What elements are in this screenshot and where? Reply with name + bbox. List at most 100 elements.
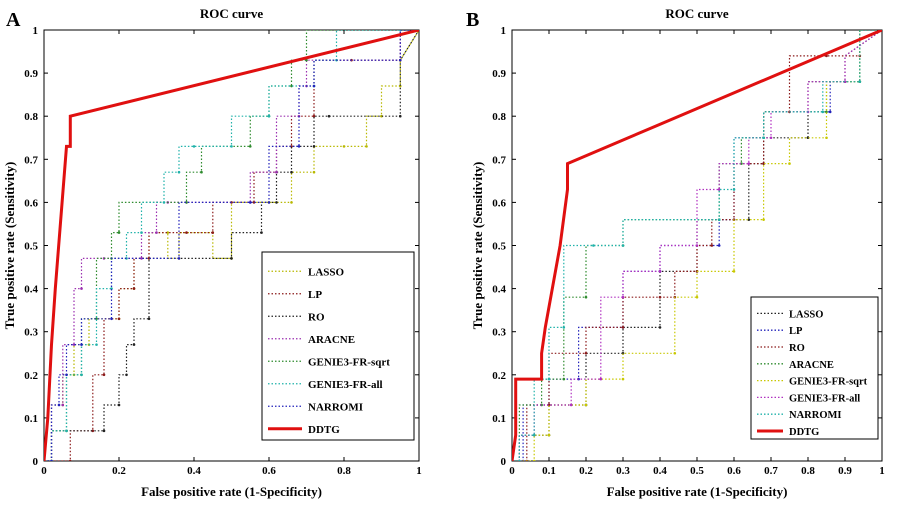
legend-label-genie3-fr-sqrt: GENIE3-FR-sqrt xyxy=(789,377,868,388)
series-point-genie3-fr-all xyxy=(95,343,98,346)
series-point-genie3-fr-all xyxy=(140,231,143,234)
x-tick-label: 0.8 xyxy=(337,465,351,477)
series-point-narromi xyxy=(50,459,53,461)
y-tick-label: 1 xyxy=(33,25,39,37)
series-point-aracne xyxy=(140,257,143,260)
series-group xyxy=(512,30,882,461)
series-point-ro xyxy=(102,429,106,433)
series-point-narromi xyxy=(80,343,83,346)
series-point-aracne xyxy=(72,343,76,346)
x-tick-label: 1 xyxy=(879,465,885,477)
series-point-ro xyxy=(710,244,714,247)
y-tick-label: 0.5 xyxy=(492,241,506,253)
series-point-ro xyxy=(260,231,263,234)
series-line-narromi xyxy=(512,30,882,461)
legend-label-genie3-fr-sqrt: GENIE3-FR-sqrt xyxy=(308,356,390,368)
x-tick-label: 0.6 xyxy=(727,465,741,477)
y-axis-label: True positive rate (Sensitivity) xyxy=(2,162,17,330)
series-point-ro xyxy=(147,317,151,321)
series-point-genie3-fr-all xyxy=(569,403,573,407)
legend-label-ddtg: DDTG xyxy=(308,424,340,436)
series-point-lasso xyxy=(398,84,402,88)
series-line-genie3-fr-all xyxy=(512,30,882,461)
series-point-narromi xyxy=(547,377,551,381)
series-point-narromi xyxy=(621,244,625,247)
series-point-genie3-fr-all xyxy=(192,145,196,148)
series-point-lp xyxy=(828,110,832,114)
y-tick-label: 0.4 xyxy=(24,284,38,296)
series-point-ro xyxy=(621,326,625,329)
x-tick-label: 0.5 xyxy=(690,465,704,477)
y-tick-label: 0.1 xyxy=(24,413,38,425)
series-point-ro xyxy=(312,145,316,148)
series-point-genie3-fr-all xyxy=(267,114,271,118)
series-point-genie3-fr-all xyxy=(177,170,181,174)
series-point-genie3-fr-sqrt xyxy=(547,433,551,437)
series-point-genie3-fr-sqrt xyxy=(695,295,699,299)
series-point-lp xyxy=(290,145,293,148)
series-point-narromi xyxy=(57,403,61,407)
series-point-aracne xyxy=(825,110,828,114)
x-tick-label: 0 xyxy=(509,465,515,477)
legend-label-ro: RO xyxy=(789,343,805,354)
y-tick-label: 0.7 xyxy=(492,154,506,166)
series-line-ddtg xyxy=(44,30,419,461)
series-point-lasso xyxy=(365,145,368,148)
series-point-narromi xyxy=(518,459,521,461)
series-point-lp xyxy=(717,244,721,247)
x-tick-label: 0.8 xyxy=(801,465,815,477)
series-point-narromi xyxy=(821,110,825,114)
legend: LASSO LP RO ARACNE GENIE3-FR-sqrt GENIE3-FR-a… xyxy=(750,296,879,440)
series-point-genie3-fr-all xyxy=(658,270,662,273)
series-point-genie3-fr-sqrt xyxy=(95,317,98,321)
series-point-lasso xyxy=(658,326,662,329)
x-tick-label: 0.9 xyxy=(838,465,852,477)
series-point-genie3-fr-all xyxy=(717,188,721,191)
series-point-lasso xyxy=(621,351,625,355)
series-point-genie3-fr-all xyxy=(695,244,699,247)
series-point-genie3-fr-sqrt xyxy=(200,170,203,174)
legend-label-lp: LP xyxy=(308,289,322,301)
series-point-genie3-fr-all xyxy=(80,373,83,377)
y-axis-label: True positive rate (Sensitivity) xyxy=(470,162,485,330)
x-tick-label: 0.7 xyxy=(764,465,778,477)
series-line-lasso xyxy=(44,30,419,461)
series-point-lp xyxy=(252,201,256,204)
series-point-lasso xyxy=(290,201,293,204)
series-point-lasso xyxy=(747,218,751,221)
y-tick-label: 0.8 xyxy=(492,111,506,123)
series-point-lp xyxy=(132,287,136,290)
legend-label-lp: LP xyxy=(789,326,803,337)
x-tick-label: 0.4 xyxy=(653,465,667,477)
series-point-narromi xyxy=(267,201,271,204)
series-point-narromi xyxy=(248,201,252,204)
series-point-genie3-fr-sqrt xyxy=(673,351,677,355)
series-point-narromi xyxy=(398,58,402,62)
panel-a: A ROC curve 0 0.2 0.4 0.6 0.8 1 0 0.1 0.2 0.3 0.4 0.5… xyxy=(2,6,422,499)
x-tick-label: 0.6 xyxy=(262,465,276,477)
series-point-narromi xyxy=(297,145,301,148)
series-point-lasso xyxy=(380,114,383,118)
x-tick-label: 0.2 xyxy=(579,465,593,477)
legend-label-narromi: NARROMI xyxy=(308,401,363,413)
series-point-genie3-fr-all xyxy=(599,377,603,381)
series-point-narromi xyxy=(65,373,68,377)
series-point-genie3-fr-sqrt xyxy=(732,270,736,273)
series-point-genie3-fr-sqrt xyxy=(248,145,252,148)
x-axis-label: False positive rate (1-Specificity) xyxy=(141,484,322,499)
series-point-lp xyxy=(91,429,95,433)
y-tick-label: 0.3 xyxy=(24,327,38,339)
series-point-aracne xyxy=(155,231,158,234)
y-tick-label: 0.6 xyxy=(24,197,38,209)
series-point-narromi xyxy=(562,326,566,329)
x-tick-label: 0.2 xyxy=(112,465,126,477)
series-point-genie3-fr-sqrt xyxy=(825,136,828,140)
series-point-genie3-fr-sqrt xyxy=(305,58,308,62)
series-point-genie3-fr-all xyxy=(110,287,113,290)
panel-b: B ROC curve 0 0.1 0.2 0.3 0.4 0.5 0.6 0.7 0.8 0.9 1 0… xyxy=(466,6,885,499)
y-tick-label: 0.6 xyxy=(492,197,506,209)
legend-label-lasso: LASSO xyxy=(308,266,345,278)
series-point-narromi xyxy=(762,136,765,140)
legend-label-aracne: ARACNE xyxy=(308,334,355,346)
